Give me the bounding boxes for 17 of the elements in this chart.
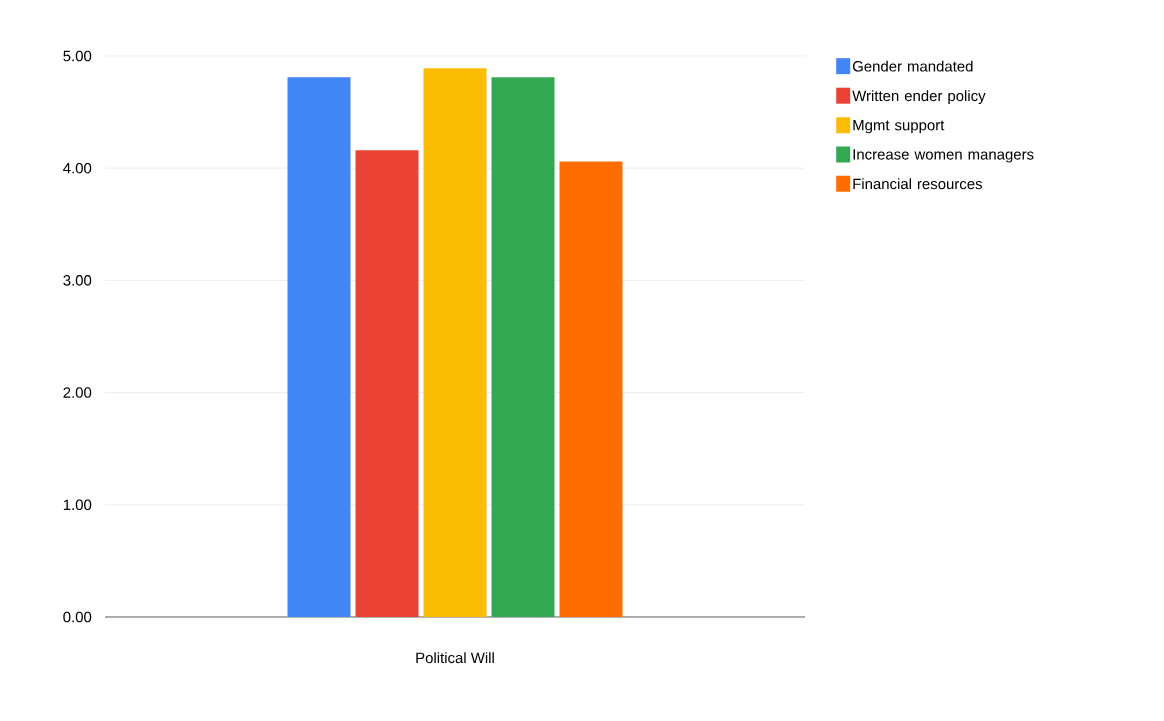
- y-tick-label: 5.00: [63, 50, 92, 62]
- y-tick-label: 2.00: [63, 387, 92, 398]
- y-tick-label: 4.00: [63, 162, 92, 174]
- legend-label: Written ender policy: [852, 90, 986, 105]
- bar: [491, 77, 555, 617]
- legend-label: Gender mandated: [852, 60, 973, 72]
- bar: [559, 161, 623, 617]
- y-tick-label: 0.00: [63, 611, 92, 623]
- legend-label: Increase women managers: [853, 149, 1034, 163]
- x-tick-label: Political Will: [416, 652, 494, 664]
- legend-label: Financial resources: [853, 178, 983, 190]
- y-tick-label: 3.00: [63, 275, 92, 286]
- bar: [287, 77, 351, 617]
- bar: [423, 68, 487, 617]
- bar: [355, 150, 419, 617]
- y-tick-label: 1.00: [63, 499, 92, 511]
- legend-label: Mgmt support: [853, 119, 945, 134]
